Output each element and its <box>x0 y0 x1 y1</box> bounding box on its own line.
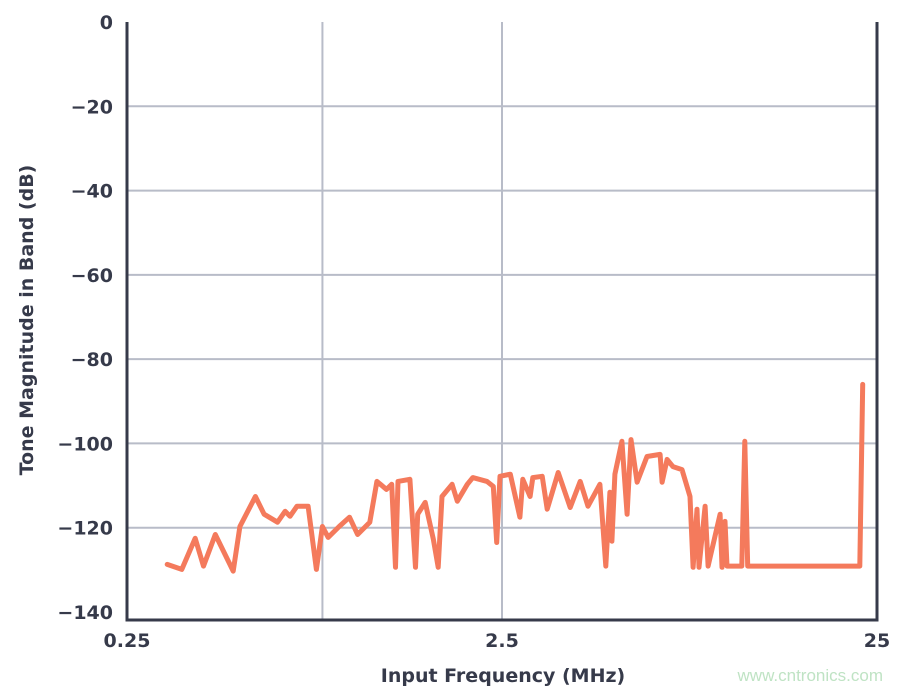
y-tick-label: −120 <box>57 518 113 540</box>
y-tick-label: −140 <box>57 602 113 624</box>
y-tick-label: −100 <box>57 433 113 455</box>
y-tick-label: 0 <box>100 12 113 34</box>
axes <box>125 22 879 622</box>
y-tick-labels: 0 −20 −40 −60 −80 −100 −120 −140 <box>57 12 113 624</box>
x-tick-label: 2.5 <box>485 630 519 652</box>
y-tick-label: −80 <box>71 349 113 371</box>
grid <box>127 22 877 620</box>
y-tick-label: −40 <box>71 181 113 203</box>
x-axis-label: Input Frequency (MHz) <box>381 665 625 687</box>
x-tick-labels: 0.25 2.5 25 <box>104 630 891 652</box>
y-tick-label: −60 <box>71 265 113 287</box>
x-tick-label: 25 <box>864 630 890 652</box>
series-layer <box>164 381 866 574</box>
series-line <box>164 381 866 574</box>
y-tick-label: −20 <box>71 96 113 118</box>
watermark: www.cntronics.com <box>737 666 883 685</box>
x-tick-label: 0.25 <box>104 630 151 652</box>
y-axis-label: Tone Magnitude in Band (dB) <box>16 165 38 476</box>
